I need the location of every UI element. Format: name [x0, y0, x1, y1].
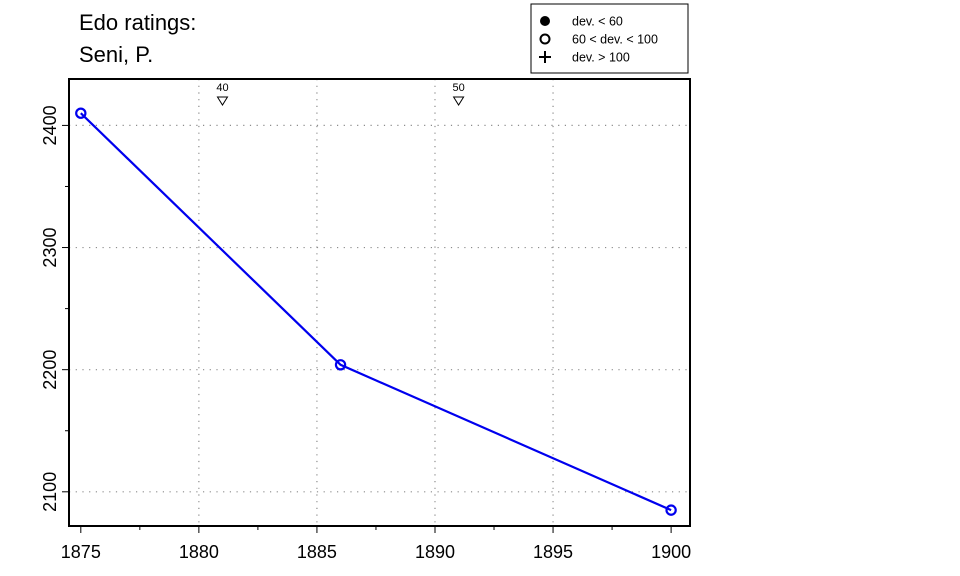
top-marker-label: 50	[452, 82, 464, 94]
x-tick-label: 1895	[533, 542, 573, 562]
y-axis: 2100 2200 2300 2400	[40, 105, 69, 512]
x-tick-label: 1880	[179, 542, 219, 562]
legend-filled-circle-symbol	[540, 16, 550, 26]
legend-label-high-dev: dev. > 100	[572, 51, 630, 65]
legend-open-circle-symbol	[539, 33, 551, 45]
top-marker-triangle	[452, 96, 465, 106]
x-tick-label: 1890	[415, 542, 455, 562]
grid	[69, 79, 690, 526]
legend-box	[530, 3, 689, 74]
data-point	[334, 359, 347, 371]
x-tick-label: 1875	[61, 542, 101, 562]
x-axis: 1875 1880 1885 1890 1895 1900	[61, 526, 691, 562]
legend: dev. < 60 60 < dev. < 100 dev. > 100	[530, 3, 689, 74]
y-tick-label: 2400	[40, 105, 60, 145]
legend-label-low-dev: dev. < 60	[572, 15, 623, 29]
top-marker-label: 40	[216, 82, 228, 94]
chart-title-line-1: Edo ratings:	[79, 10, 196, 35]
legend-plus-symbol	[539, 51, 551, 63]
series-layer	[75, 107, 677, 516]
legend-label-mid-dev: 60 < dev. < 100	[572, 33, 658, 47]
series-line	[80, 112, 672, 512]
data-point	[75, 107, 87, 119]
chart-title-line-2: Seni, P.	[79, 42, 153, 67]
y-tick-label: 2200	[40, 350, 60, 390]
x-tick-label: 1900	[651, 542, 691, 562]
x-tick-label: 1885	[297, 542, 337, 562]
top-markers: 40 50	[216, 82, 465, 106]
data-point	[665, 504, 677, 516]
plot-frame	[68, 78, 691, 527]
y-tick-label: 2300	[40, 228, 60, 268]
top-marker-triangle	[216, 96, 229, 106]
y-tick-label: 2100	[40, 472, 60, 512]
